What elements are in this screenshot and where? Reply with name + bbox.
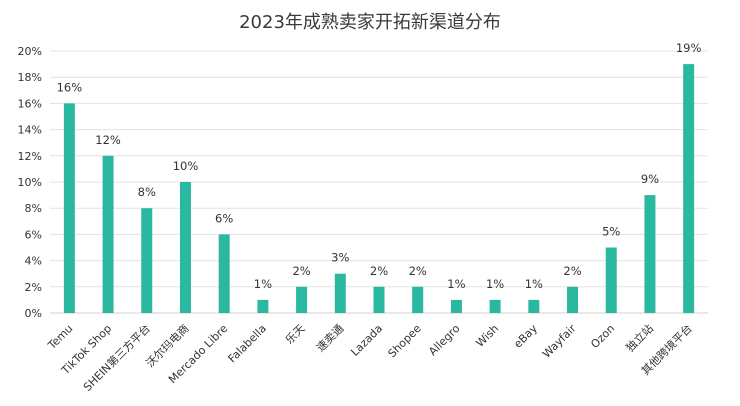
y-tick-label: 12% bbox=[18, 150, 42, 163]
data-labels: 16% 12% 8% 10% 6% 1% 2% 3% 2% 2% 1% 1% 1% 2% 5% 9% 19% bbox=[57, 41, 702, 291]
y-tick-label: 18% bbox=[18, 71, 42, 84]
bar-12 bbox=[528, 299, 540, 313]
data-label: 9% bbox=[641, 172, 659, 186]
data-label: 1% bbox=[525, 277, 543, 291]
y-tick-label: 8% bbox=[25, 202, 42, 215]
y-tick-label: 14% bbox=[18, 124, 42, 137]
x-tick-label: Wayfair bbox=[540, 322, 579, 361]
bar-7 bbox=[334, 273, 346, 313]
bar-3 bbox=[179, 182, 191, 313]
bar-6 bbox=[296, 286, 308, 313]
data-label: 2% bbox=[370, 264, 388, 278]
y-tick-label: 6% bbox=[25, 228, 42, 241]
bar-14 bbox=[605, 247, 617, 313]
bar-15 bbox=[644, 195, 656, 313]
x-tick-label: Falabella bbox=[226, 322, 269, 365]
bar-1 bbox=[102, 155, 114, 313]
x-tick-label: eBay bbox=[511, 322, 540, 351]
data-label: 2% bbox=[563, 264, 581, 278]
data-label: 1% bbox=[447, 277, 465, 291]
data-label: 16% bbox=[57, 80, 83, 94]
y-tick-label: 16% bbox=[18, 97, 42, 110]
x-tick-label: SHEIN第三方平台 bbox=[80, 321, 153, 394]
y-tick-label: 20% bbox=[18, 45, 42, 58]
data-label: 2% bbox=[292, 264, 310, 278]
bar-8 bbox=[373, 286, 385, 313]
data-label: 2% bbox=[409, 264, 427, 278]
data-label: 12% bbox=[95, 133, 121, 147]
x-tick-label: Ozon bbox=[588, 322, 617, 351]
bar-9 bbox=[412, 286, 424, 313]
y-axis: 0% 2% 4% 6% 8% 10% 12% 14% 16% 18% 20% bbox=[18, 45, 42, 320]
bar-11 bbox=[489, 299, 501, 313]
data-label: 8% bbox=[138, 185, 156, 199]
x-tick-label: Allegro bbox=[426, 322, 463, 359]
data-label: 19% bbox=[676, 41, 702, 55]
x-tick-label: 速卖通 bbox=[314, 322, 347, 355]
x-tick-label: 乐天 bbox=[283, 322, 308, 347]
y-tick-label: 4% bbox=[25, 255, 42, 268]
data-label: 3% bbox=[331, 251, 349, 265]
data-label: 6% bbox=[215, 211, 233, 225]
x-tick-label: 独立站 bbox=[623, 321, 656, 354]
bar-10 bbox=[450, 299, 462, 313]
bar-5 bbox=[257, 299, 269, 313]
data-label: 1% bbox=[486, 277, 504, 291]
data-label: 10% bbox=[173, 159, 199, 173]
x-tick-label: Lazada bbox=[348, 322, 385, 359]
data-label: 5% bbox=[602, 225, 620, 239]
y-tick-label: 2% bbox=[25, 281, 42, 294]
bar-2 bbox=[141, 208, 153, 313]
x-tick-label: Shopee bbox=[385, 322, 423, 360]
chart-title: 2023年成熟卖家开拓新渠道分布 bbox=[239, 12, 501, 33]
bar-16 bbox=[683, 64, 695, 313]
y-tick-label: 0% bbox=[25, 307, 42, 320]
bar-13 bbox=[567, 286, 579, 313]
bars bbox=[63, 64, 695, 314]
data-label: 1% bbox=[254, 277, 272, 291]
y-tick-label: 10% bbox=[18, 176, 42, 189]
x-tick-label: Wish bbox=[473, 322, 501, 350]
bar-0 bbox=[63, 103, 75, 314]
bar-4 bbox=[218, 234, 230, 313]
x-tick-label: Temu bbox=[45, 322, 76, 353]
